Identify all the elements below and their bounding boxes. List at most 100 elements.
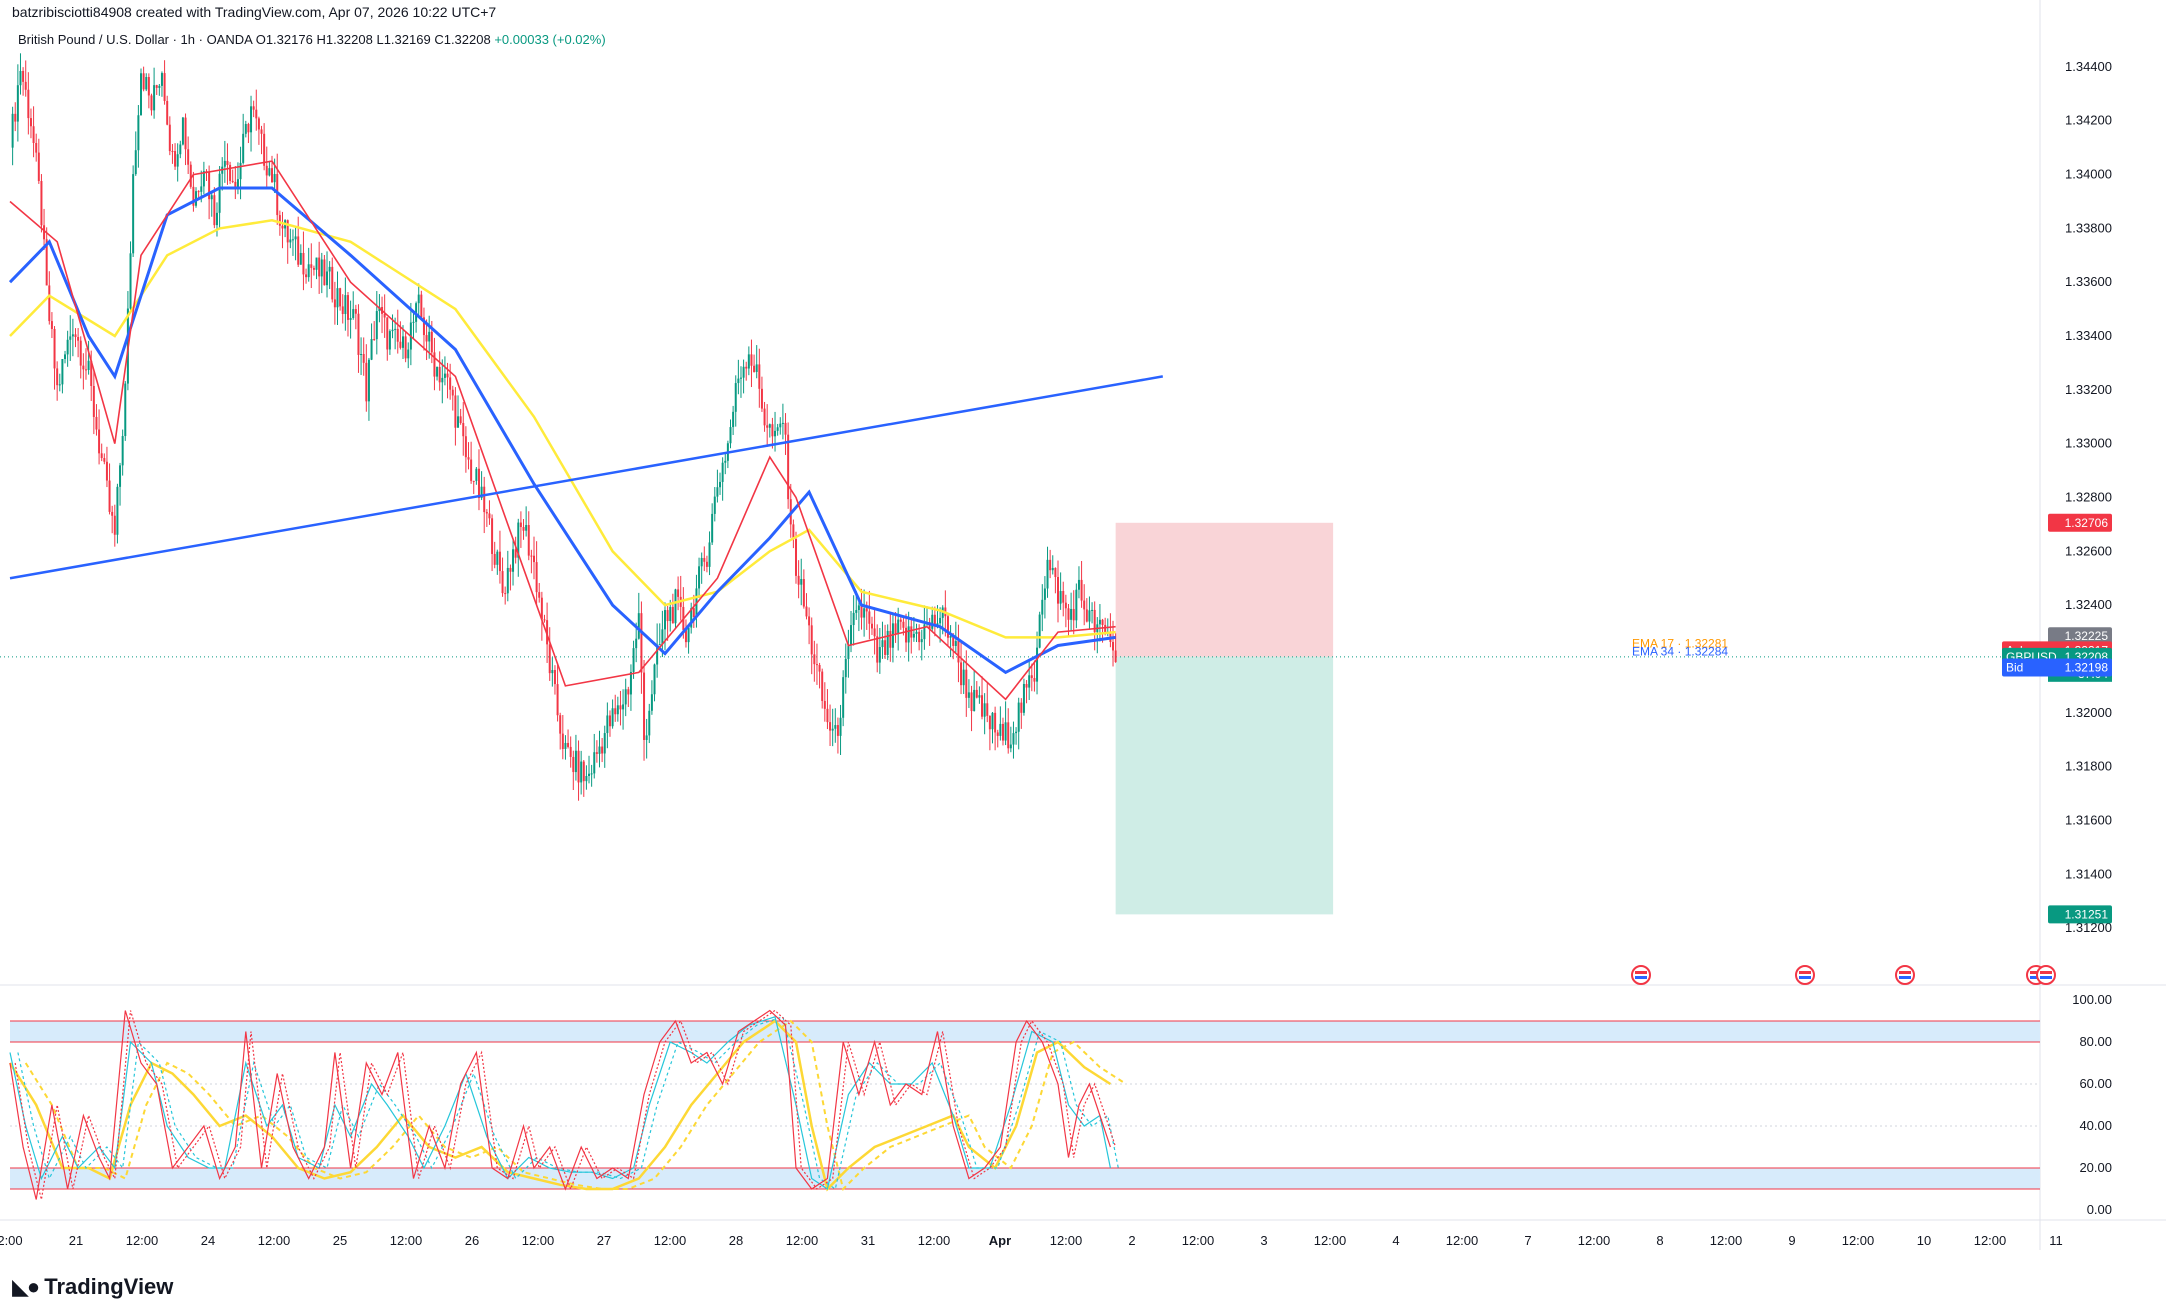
candle-body xyxy=(394,328,397,330)
candle-body xyxy=(960,662,963,686)
tradingview-logo[interactable]: ◣● TradingView xyxy=(12,1274,173,1300)
legend-symbol: British Pound / U.S. Dollar · 1h · OANDA xyxy=(18,32,253,47)
candle-body xyxy=(1030,675,1033,679)
candle-body xyxy=(779,423,782,428)
candle-body xyxy=(208,171,211,200)
candle-body xyxy=(603,733,606,754)
candle-body xyxy=(1088,610,1091,622)
candle-body xyxy=(585,776,588,782)
candle-body xyxy=(82,365,85,370)
candle-body xyxy=(48,285,51,322)
candle-body xyxy=(357,313,360,355)
stochastic-line xyxy=(24,1019,1127,1191)
candle-body xyxy=(656,644,659,665)
candle-body xyxy=(852,612,855,626)
candle-body xyxy=(297,236,300,265)
candle-body xyxy=(352,309,355,319)
candle-body xyxy=(40,181,43,226)
candle-body xyxy=(939,617,942,624)
candle-body xyxy=(732,411,735,428)
candle-body xyxy=(1114,650,1117,663)
candle-body xyxy=(200,186,203,192)
candle-body xyxy=(559,715,562,734)
candle-body xyxy=(273,174,276,183)
candle-body xyxy=(90,360,93,387)
candle-body xyxy=(800,579,803,585)
us-flag-icon[interactable] xyxy=(1795,965,1815,985)
candle-body xyxy=(574,750,577,773)
tradingview-logo-icon: ◣● xyxy=(12,1274,40,1299)
candle-body xyxy=(433,352,436,377)
legend-close: C1.32208 xyxy=(434,32,491,47)
time-tick-label: 12:00 xyxy=(1974,1233,2007,1248)
candle-body xyxy=(829,722,832,731)
candle-body xyxy=(336,288,339,308)
candle-body xyxy=(572,756,575,773)
candle-body xyxy=(441,377,444,383)
candle-body xyxy=(965,669,968,698)
candle-body xyxy=(501,571,504,594)
candle-body xyxy=(776,427,779,431)
candle-body xyxy=(446,373,449,378)
legend-high: H1.32208 xyxy=(316,32,373,47)
candle-body xyxy=(580,761,583,783)
candle-body xyxy=(595,752,598,754)
candle-body xyxy=(108,480,111,512)
candle-body xyxy=(797,575,800,585)
candle-body xyxy=(690,608,693,628)
price-label-bg xyxy=(2048,905,2112,924)
candle-body xyxy=(87,360,90,371)
time-tick-label: 24 xyxy=(201,1233,215,1248)
candle-body xyxy=(734,383,737,412)
created-by-caption: batzribisciotti84908 created with Tradin… xyxy=(12,4,497,20)
candle-body xyxy=(1077,579,1080,590)
candle-body xyxy=(1085,609,1088,622)
candle-body xyxy=(933,614,936,626)
candle-body xyxy=(750,354,753,366)
us-flag-icon[interactable] xyxy=(1895,965,1915,985)
time-tick-label: 12:00 xyxy=(522,1233,555,1248)
candle-body xyxy=(1038,614,1041,648)
candle-body xyxy=(1059,591,1062,604)
candle-body xyxy=(477,468,480,499)
candle-body xyxy=(970,692,973,712)
candles xyxy=(11,53,1117,801)
candle-body xyxy=(519,522,522,528)
candle-body xyxy=(986,703,989,716)
candle-body xyxy=(105,461,108,481)
candle-body xyxy=(818,665,821,672)
candle-body xyxy=(236,179,239,189)
osc-tick-label: 100.00 xyxy=(2072,992,2112,1007)
candle-body xyxy=(475,468,478,481)
osc-tick-label: 60.00 xyxy=(2079,1076,2112,1091)
candle-body xyxy=(171,151,174,153)
candle-body xyxy=(278,215,281,226)
price-tick-label: 1.34200 xyxy=(2065,113,2112,128)
candle-body xyxy=(705,561,708,567)
candle-body xyxy=(823,701,826,709)
candle-body xyxy=(910,626,913,638)
candle-body xyxy=(496,551,499,565)
osc-tick-label: 80.00 xyxy=(2079,1034,2112,1049)
candle-body xyxy=(1025,683,1028,688)
candle-body xyxy=(768,424,771,428)
candle-body xyxy=(312,267,315,270)
trendline[interactable] xyxy=(9,375,1164,580)
candle-body xyxy=(116,486,119,535)
candle-body xyxy=(84,369,87,371)
us-flag-icon[interactable] xyxy=(1631,965,1651,985)
flag-stripe xyxy=(1635,971,1647,974)
candle-body xyxy=(876,636,879,663)
candle-body xyxy=(56,368,59,386)
us-flag-icon[interactable] xyxy=(2036,965,2056,985)
candle-body xyxy=(197,191,200,193)
candle-body xyxy=(952,635,955,646)
candle-body xyxy=(457,416,460,428)
candle-body xyxy=(103,458,106,462)
time-tick-label: 12:00 xyxy=(1314,1233,1347,1248)
candle-body xyxy=(711,513,714,543)
candle-body xyxy=(74,334,77,338)
candle-body xyxy=(973,689,976,712)
candle-body xyxy=(669,606,672,622)
